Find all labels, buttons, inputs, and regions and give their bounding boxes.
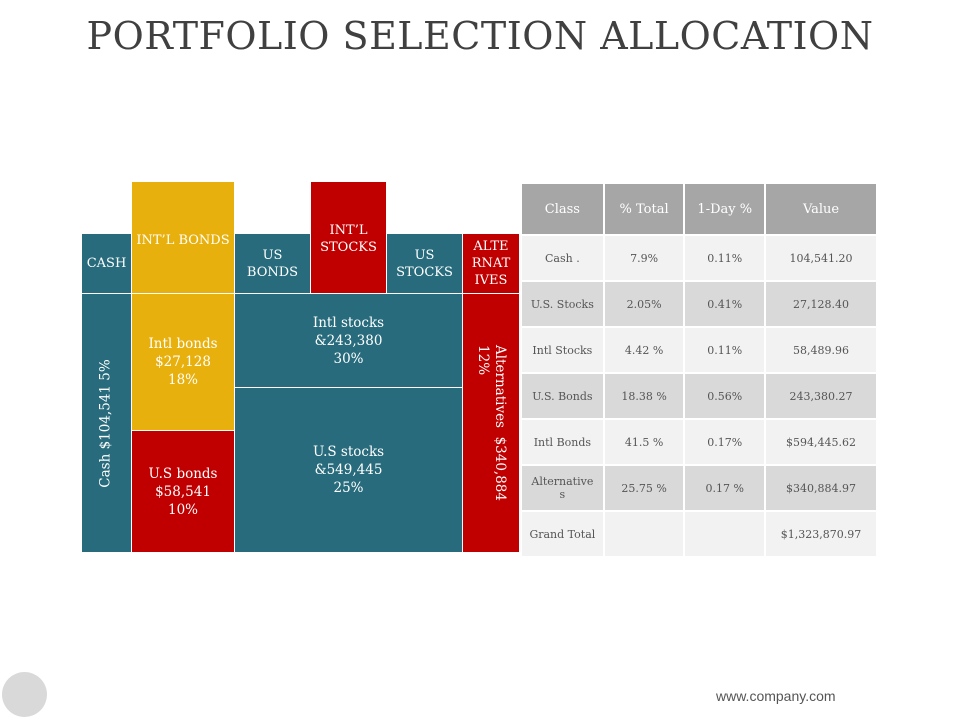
table-row: Intl Stocks 4.42 % 0.11% 58,489.96 bbox=[522, 328, 876, 372]
us-stocks-header: US STOCKS bbox=[387, 234, 462, 293]
column-header-class: Class bbox=[522, 184, 603, 234]
table-header-row: Class % Total 1-Day % Value bbox=[522, 184, 876, 234]
cell-percent-total: 2.05% bbox=[604, 282, 684, 326]
cell-class: Intl Bonds bbox=[522, 420, 603, 464]
cell-one-day: 0.11% bbox=[685, 328, 765, 372]
cell-percent-total: 7.9% bbox=[604, 236, 684, 280]
intl-bonds-block: Intl bonds $27,128 18% bbox=[132, 294, 234, 430]
decorative-circle bbox=[2, 672, 47, 717]
page-title: PORTFOLIO SELECTION ALLOCATION bbox=[86, 14, 874, 58]
table-row: Cash . 7.9% 0.11% 104,541.20 bbox=[522, 236, 876, 280]
cash-block: Cash $104,541 5% bbox=[82, 294, 131, 552]
cell-value: $594,445.62 bbox=[766, 420, 876, 464]
table-row: Alternative s 25.75 % 0.17 % $340,884.97 bbox=[522, 466, 876, 510]
table-row: Intl Bonds 41.5 % 0.17% $594,445.62 bbox=[522, 420, 876, 464]
cell-class: Grand Total bbox=[522, 512, 603, 556]
cash-block-label: Cash $104,541 5% bbox=[98, 358, 115, 488]
us-bonds-block: U.S bonds $58,541 10% bbox=[132, 431, 234, 552]
cell-percent-total bbox=[604, 512, 684, 556]
cell-one-day: 0.56% bbox=[685, 374, 765, 418]
cell-class: Alternative s bbox=[522, 466, 603, 510]
table-row: Grand Total $1,323,870.97 bbox=[522, 512, 876, 556]
cell-class: U.S. Bonds bbox=[522, 374, 603, 418]
cell-percent-total: 41.5 % bbox=[604, 420, 684, 464]
column-header-percent-total: % Total bbox=[604, 184, 684, 234]
allocation-table: Class % Total 1-Day % Value Cash . 7.9% 0.… bbox=[520, 182, 878, 558]
cell-percent-total: 18.38 % bbox=[604, 374, 684, 418]
intl-stocks-header: INT’L STOCKS bbox=[311, 182, 386, 293]
cell-class: U.S. Stocks bbox=[522, 282, 603, 326]
cell-value: 27,128.40 bbox=[766, 282, 876, 326]
cell-percent-total: 25.75 % bbox=[604, 466, 684, 510]
us-stocks-block: U.S stocks &549,445 25% bbox=[235, 388, 462, 552]
us-bonds-header: US BONDS bbox=[235, 234, 310, 293]
cell-one-day: 0.11% bbox=[685, 236, 765, 280]
footer-url: www.company.com bbox=[716, 688, 836, 704]
alternatives-header: ALTE RNAT IVES bbox=[463, 234, 519, 293]
cell-one-day: 0.17 % bbox=[685, 466, 765, 510]
cash-header: CASH bbox=[82, 234, 131, 293]
column-header-value: Value bbox=[766, 184, 876, 234]
alternatives-block-label: Alternatives $340,884 12% bbox=[475, 345, 508, 501]
table-row: U.S. Bonds 18.38 % 0.56% 243,380.27 bbox=[522, 374, 876, 418]
cell-value: $1,323,870.97 bbox=[766, 512, 876, 556]
cell-value: $340,884.97 bbox=[766, 466, 876, 510]
alternatives-block: Alternatives $340,884 12% bbox=[463, 294, 519, 552]
cell-percent-total: 4.42 % bbox=[604, 328, 684, 372]
cell-value: 243,380.27 bbox=[766, 374, 876, 418]
column-header-one-day: 1-Day % bbox=[685, 184, 765, 234]
cell-one-day bbox=[685, 512, 765, 556]
intl-bonds-header: INT’L BONDS bbox=[132, 182, 234, 293]
cell-value: 104,541.20 bbox=[766, 236, 876, 280]
table-row: U.S. Stocks 2.05% 0.41% 27,128.40 bbox=[522, 282, 876, 326]
cell-value: 58,489.96 bbox=[766, 328, 876, 372]
cell-one-day: 0.41% bbox=[685, 282, 765, 326]
cell-class: Intl Stocks bbox=[522, 328, 603, 372]
cell-class: Cash . bbox=[522, 236, 603, 280]
cell-one-day: 0.17% bbox=[685, 420, 765, 464]
intl-stocks-block: Intl stocks &243,380 30% bbox=[235, 294, 462, 387]
